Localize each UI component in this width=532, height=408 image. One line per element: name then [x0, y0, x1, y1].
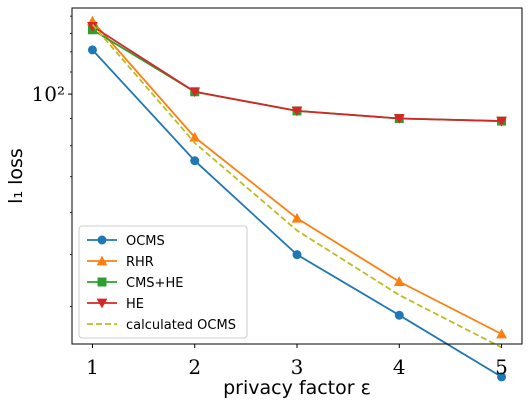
data-point — [96, 255, 108, 266]
data-point — [292, 250, 302, 260]
x-tick-label: 3 — [291, 355, 304, 379]
legend-box — [78, 225, 248, 339]
legend: OCMS RHR CMS+HE HE calculated OCMS — [78, 225, 248, 339]
legend-item: HE — [87, 297, 144, 312]
data-point — [87, 21, 98, 32]
data-point — [393, 276, 405, 286]
series-he — [87, 21, 507, 127]
series-line — [91, 23, 502, 349]
plot-marks — [87, 15, 507, 382]
data-point — [496, 116, 507, 127]
data-point — [394, 310, 404, 320]
legend-item: RHR — [87, 255, 154, 270]
x-tick-label: 4 — [393, 355, 406, 379]
series-ocms — [87, 45, 507, 382]
data-point — [190, 156, 200, 166]
data-point — [97, 277, 107, 287]
axis-ticks: 1 2 3 4 5 — [68, 15, 508, 379]
data-point — [96, 298, 108, 309]
data-point — [189, 87, 201, 98]
data-point — [291, 212, 303, 223]
data-point — [189, 131, 201, 142]
legend-label: RHR — [126, 255, 154, 270]
data-point — [291, 106, 303, 117]
legend-item: calculated OCMS — [87, 318, 236, 333]
data-point — [87, 45, 97, 55]
y-tick-label: 10² — [32, 82, 65, 106]
legend-label: CMS+HE — [126, 276, 183, 291]
data-point — [497, 372, 507, 382]
data-point — [496, 328, 507, 339]
series-calculated-ocms — [91, 23, 502, 349]
legend-label: HE — [126, 297, 144, 312]
x-axis-label: privacy factor ε — [223, 377, 371, 399]
x-tick-label: 1 — [86, 355, 99, 379]
data-point — [393, 114, 405, 124]
x-tick-label: 2 — [188, 355, 201, 379]
legend-item: CMS+HE — [87, 276, 183, 291]
data-point — [97, 235, 107, 245]
legend-item: OCMS — [87, 234, 165, 249]
x-tick-label: 5 — [495, 355, 508, 379]
y-axis-label: l₁ loss — [5, 148, 27, 204]
legend-label: OCMS — [126, 234, 165, 249]
legend-label: calculated OCMS — [126, 318, 236, 333]
